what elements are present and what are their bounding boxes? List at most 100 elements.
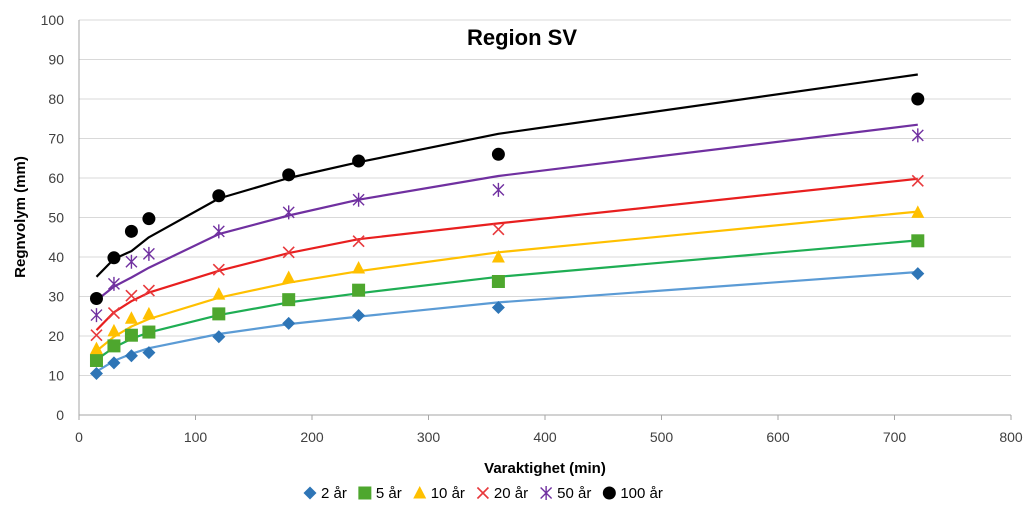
- legend-marker: [476, 486, 489, 500]
- x-tick-label: 300: [417, 429, 441, 445]
- data-point: [90, 308, 103, 323]
- data-point: [89, 353, 103, 367]
- data-point: [107, 251, 121, 265]
- data-point: [911, 128, 924, 143]
- data-point: [352, 235, 365, 248]
- legend-label: 10 år: [431, 485, 465, 502]
- x-tick-label: 400: [533, 429, 557, 445]
- x-axis-title: Varaktighet (min): [484, 460, 606, 477]
- x-tick-label: 700: [883, 429, 907, 445]
- legend-label: 50 år: [557, 485, 591, 502]
- data-point: [282, 246, 295, 259]
- legend-label: 5 år: [376, 485, 402, 502]
- data-point: [492, 223, 505, 236]
- x-tick-label: 100: [184, 429, 208, 445]
- legend-item: 100 år: [602, 485, 663, 502]
- tick-labels: 0 10 20 30 40 50 60 70 80 90 100 0 100 200 300 400 500 60…: [41, 12, 1023, 445]
- data-point: [107, 307, 121, 320]
- y-tick-label: 60: [48, 170, 64, 186]
- data-point: [911, 205, 925, 218]
- y-tick-label: 10: [48, 368, 64, 384]
- data-point: [911, 267, 925, 281]
- data-point: [212, 307, 226, 321]
- data-point: [352, 192, 365, 207]
- data-markers: [89, 92, 925, 381]
- data-point: [352, 261, 366, 274]
- data-point: [352, 283, 366, 297]
- data-point: [352, 154, 366, 168]
- data-point: [107, 339, 121, 353]
- x-tick-label: 500: [650, 429, 674, 445]
- data-point: [491, 250, 505, 263]
- x-tick-label: 0: [75, 429, 83, 445]
- data-point: [89, 341, 103, 355]
- data-point: [212, 263, 225, 276]
- data-point: [107, 323, 121, 337]
- y-tick-label: 40: [48, 249, 64, 265]
- y-tick-label: 70: [48, 131, 64, 147]
- data-point: [142, 306, 156, 320]
- legend: 2 år 5 år 10 år 20 år 50 år 100 år: [303, 485, 663, 502]
- data-point: [107, 276, 120, 291]
- x-tick-label: 600: [766, 429, 790, 445]
- y-tick-label: 30: [48, 289, 64, 305]
- legend-label: 20 år: [494, 485, 528, 502]
- data-point: [282, 168, 296, 182]
- data-point: [282, 205, 295, 220]
- legend-marker: [303, 486, 317, 500]
- x-tick-label: 200: [300, 429, 324, 445]
- legend-marker: [413, 486, 427, 499]
- data-point: [107, 356, 121, 370]
- data-point: [124, 224, 138, 238]
- data-point: [282, 270, 296, 284]
- legend-item: 10 år: [413, 485, 465, 502]
- data-point: [125, 289, 138, 302]
- data-point: [142, 284, 155, 297]
- data-point: [124, 349, 138, 363]
- legend-label: 2 år: [321, 485, 347, 502]
- data-point: [911, 174, 924, 187]
- data-point: [124, 328, 138, 342]
- legend-marker: [358, 486, 372, 500]
- legend-item: 2 år: [303, 485, 347, 502]
- data-point: [492, 182, 505, 197]
- data-point: [212, 189, 226, 203]
- data-point: [352, 308, 366, 322]
- fit-line: [95, 177, 918, 331]
- legend-item: 20 år: [476, 485, 528, 502]
- data-point: [89, 367, 103, 381]
- y-tick-label: 50: [48, 210, 64, 226]
- data-point: [125, 254, 138, 269]
- data-point: [491, 301, 505, 315]
- data-point: [491, 147, 505, 161]
- data-point: [142, 325, 156, 339]
- y-tick-label: 80: [48, 91, 64, 107]
- data-point: [142, 346, 156, 360]
- chart-title: Region SV: [467, 25, 577, 50]
- y-tick-label: 0: [56, 407, 64, 423]
- data-point: [212, 224, 225, 239]
- data-point: [282, 293, 296, 307]
- data-point: [89, 291, 103, 305]
- legend-item: 5 år: [358, 485, 402, 502]
- data-point: [124, 311, 138, 324]
- y-tick-label: 90: [48, 52, 64, 68]
- y-tick-label: 20: [48, 328, 64, 344]
- data-point: [911, 234, 925, 248]
- data-point: [212, 330, 226, 344]
- data-point: [282, 316, 296, 330]
- data-point: [90, 329, 103, 342]
- data-point: [142, 246, 155, 261]
- legend-item: 50 år: [540, 485, 591, 502]
- legend-marker: [602, 486, 616, 500]
- legend-marker: [540, 486, 553, 500]
- axes: [78, 20, 1012, 420]
- y-axis-title: Regnvolym (mm): [12, 156, 29, 278]
- data-point: [142, 212, 156, 226]
- y-tick-label: 100: [41, 12, 65, 28]
- x-tick-label: 800: [999, 429, 1023, 445]
- data-point: [212, 287, 226, 300]
- legend-label: 100 år: [620, 485, 663, 502]
